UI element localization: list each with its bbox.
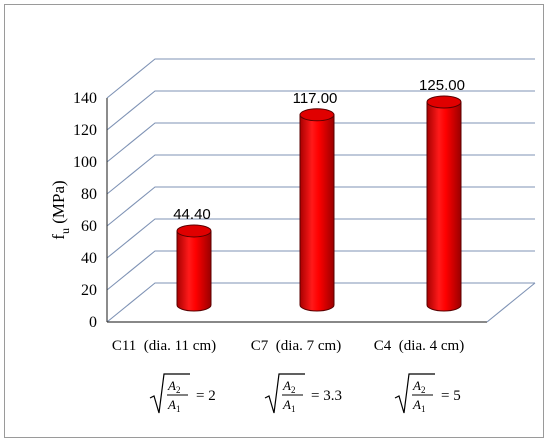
ratio-denominator-1: A1 [282, 397, 295, 414]
ratio-denominator-0: A1 [167, 397, 180, 414]
ratio-numerator-1: A2 [282, 378, 295, 395]
ratio-numerator-symbol-0: A [167, 378, 176, 393]
y-axis-title-symbol: f [49, 234, 68, 240]
bar-2 [426, 95, 462, 312]
y-tick-label-5: 100 [73, 154, 97, 171]
ratio-denominator-symbol-1: A [282, 397, 291, 412]
gridline-3 [106, 186, 535, 227]
y-axis-title: fu (MPa) [49, 180, 72, 239]
ratio-numerator-2: A2 [412, 378, 425, 395]
ratio-value-0: = 2 [196, 388, 216, 404]
ratio-value-1: = 3.3 [311, 388, 342, 404]
y-tick-label-4: 80 [81, 186, 97, 203]
gridline-1 [106, 250, 535, 291]
ratio-denominator-2: A1 [412, 397, 425, 414]
y-tick-label-2: 40 [81, 250, 97, 267]
category-label-0: C11 (dia. 11 cm) [112, 338, 216, 354]
y-tick-label-3: 60 [81, 218, 97, 235]
ratio-numerator-0: A2 [167, 378, 180, 395]
bar-top-2 [426, 95, 462, 109]
bar-body-0 [176, 230, 212, 312]
ratio-denominator-sub-2: 1 [421, 404, 426, 414]
y-axis-title-unit: (MPa) [49, 180, 68, 228]
ratio-denominator-sub-0: 1 [176, 404, 181, 414]
category-labels: C11 (dia. 11 cm) C7 (dia. 7 cm) C4 (dia. 4… [112, 338, 464, 354]
gridline-4 [106, 154, 535, 195]
category-label-1: C7 (dia. 7 cm) [251, 338, 341, 354]
y-axis-label: fu (MPa) [49, 180, 72, 239]
ratio-numerator-sub-1: 2 [291, 385, 296, 395]
bar-top-1 [299, 108, 335, 122]
y-axis-title-subscript: u [58, 228, 72, 234]
radical-sign-0 [149, 373, 190, 414]
ratio-numerator-sub-0: 2 [176, 385, 181, 395]
gridline-5 [106, 122, 535, 163]
y-tick-label-0: 0 [89, 314, 97, 331]
ratio-denominator-symbol-2: A [412, 397, 421, 412]
gridline-6 [106, 90, 535, 131]
ratio-denominator-sub-1: 1 [291, 404, 296, 414]
ratio-numerator-symbol-2: A [412, 378, 421, 393]
floor-right-edge [486, 282, 536, 323]
gridline-7 [106, 58, 535, 99]
y-tick-label-6: 120 [73, 122, 97, 139]
data-label-2: 125.00 [419, 77, 465, 94]
category-label-2: C4 (dia. 4 cm) [374, 338, 464, 354]
ratio-denominator-symbol-0: A [167, 397, 176, 412]
data-labels: 44.40 117.00 125.00 [173, 77, 465, 223]
bar-body-2 [426, 101, 462, 312]
radical-sign-1 [264, 373, 305, 414]
bars [176, 95, 462, 312]
bar-1 [299, 108, 335, 312]
bar-0 [176, 224, 212, 312]
y-tick-label-1: 20 [81, 282, 97, 299]
radical-sign-2 [394, 373, 435, 414]
axes [106, 98, 536, 323]
y-tick-label-7: 140 [73, 90, 97, 107]
data-label-1: 117.00 [293, 90, 338, 107]
ratio-numerator-symbol-1: A [282, 378, 291, 393]
ratio-value-2: = 5 [441, 388, 461, 404]
ratio-numerator-sub-2: 2 [421, 385, 426, 395]
bar-body-1 [299, 114, 335, 312]
gridline-2 [106, 218, 535, 259]
bar-top-0 [176, 224, 212, 238]
y-tick-labels: 0 20 40 60 80 100 120 140 [73, 90, 97, 331]
data-label-0: 44.40 [173, 206, 211, 223]
